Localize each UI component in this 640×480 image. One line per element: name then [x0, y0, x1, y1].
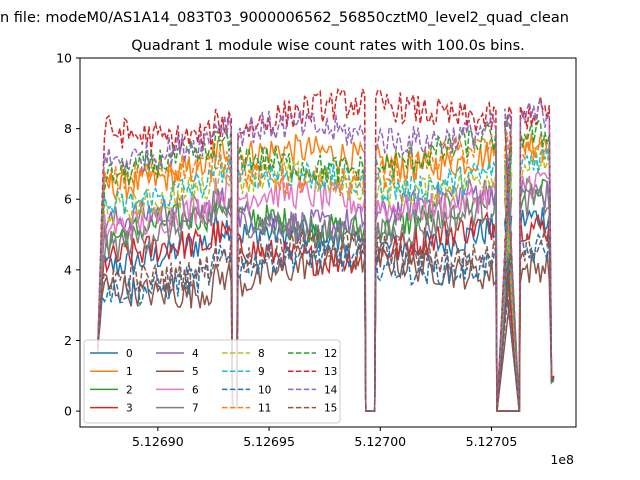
series-line-9 — [97, 145, 554, 412]
legend-label-14: 14 — [324, 384, 338, 396]
legend-label-6: 6 — [192, 384, 199, 396]
legend-label-3: 3 — [126, 403, 133, 415]
series-line-5 — [97, 241, 555, 412]
legend-label-9: 9 — [258, 366, 265, 378]
legend-label-0: 0 — [126, 348, 133, 360]
series-layer — [97, 87, 555, 412]
legend-label-12: 12 — [324, 348, 337, 360]
legend-box — [83, 339, 341, 424]
x-tick-label: 5.12695 — [243, 434, 295, 449]
y-tick-label: 4 — [64, 262, 72, 277]
y-axis: 0 2 4 6 8 10 — [56, 51, 80, 419]
y-tick-label: 8 — [64, 121, 72, 136]
x-offset-label: 1e8 — [550, 452, 574, 467]
series-line-14 — [97, 99, 554, 412]
series-line-11 — [97, 132, 555, 412]
chart-title: Quadrant 1 module wise count rates with … — [131, 38, 525, 54]
x-tick-label: 5.12690 — [132, 434, 184, 449]
legend-label-10: 10 — [258, 384, 271, 396]
legend-label-8: 8 — [258, 348, 265, 360]
legend-label-5: 5 — [192, 366, 199, 378]
plot-frame — [79, 57, 577, 428]
legend-label-11: 11 — [258, 403, 271, 415]
legend-label-7: 7 — [192, 403, 199, 415]
y-tick-label: 0 — [64, 404, 72, 419]
series-line-13 — [97, 87, 555, 412]
legend-label-15: 15 — [324, 403, 337, 415]
y-tick-label: 6 — [64, 192, 72, 207]
x-tick-label: 5.12700 — [354, 434, 406, 449]
legend-label-13: 13 — [324, 366, 337, 378]
y-tick-label: 10 — [56, 51, 72, 66]
legend-label-4: 4 — [192, 348, 199, 360]
y-tick-label: 2 — [64, 333, 72, 348]
legend-label-1: 1 — [126, 366, 133, 378]
series-line-1 — [97, 132, 555, 412]
chart-suptitle: n file: modeM0/AS1A14_083T03_9000006562_… — [0, 10, 569, 26]
series-line-15 — [97, 228, 555, 412]
x-tick-label: 5.12705 — [466, 434, 518, 449]
legend-label-2: 2 — [126, 384, 133, 396]
x-axis: 5.12690 5.12695 5.12700 5.12705 — [132, 427, 517, 449]
